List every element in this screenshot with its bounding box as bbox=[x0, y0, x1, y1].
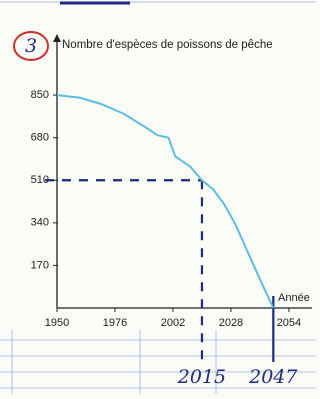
y-tick-label: 170 bbox=[31, 259, 49, 271]
chart-title: Nombre d'espèces de poissons de pêche bbox=[62, 39, 273, 51]
x-tick-label: 1976 bbox=[103, 317, 127, 329]
x-tick-label: 1950 bbox=[45, 317, 69, 329]
reference-label: 2047 bbox=[248, 366, 298, 388]
x-tick-label: 2002 bbox=[161, 317, 185, 329]
y-tick-label: 340 bbox=[31, 217, 49, 229]
x-axis-label: Année bbox=[278, 292, 310, 304]
y-tick-label: 680 bbox=[31, 132, 49, 144]
x-tick-label: 2054 bbox=[277, 317, 301, 329]
y-tick-label: 850 bbox=[31, 89, 49, 101]
y-arrow bbox=[53, 34, 61, 42]
chart: 3 Nombre d'espèces de poissons de pêche … bbox=[0, 0, 316, 394]
reference-label: 2015 bbox=[177, 366, 226, 388]
x-tick-label: 2028 bbox=[219, 317, 243, 329]
exercise-number: 3 bbox=[25, 35, 37, 57]
notebook-lines bbox=[0, 2, 316, 394]
line bbox=[57, 95, 273, 308]
